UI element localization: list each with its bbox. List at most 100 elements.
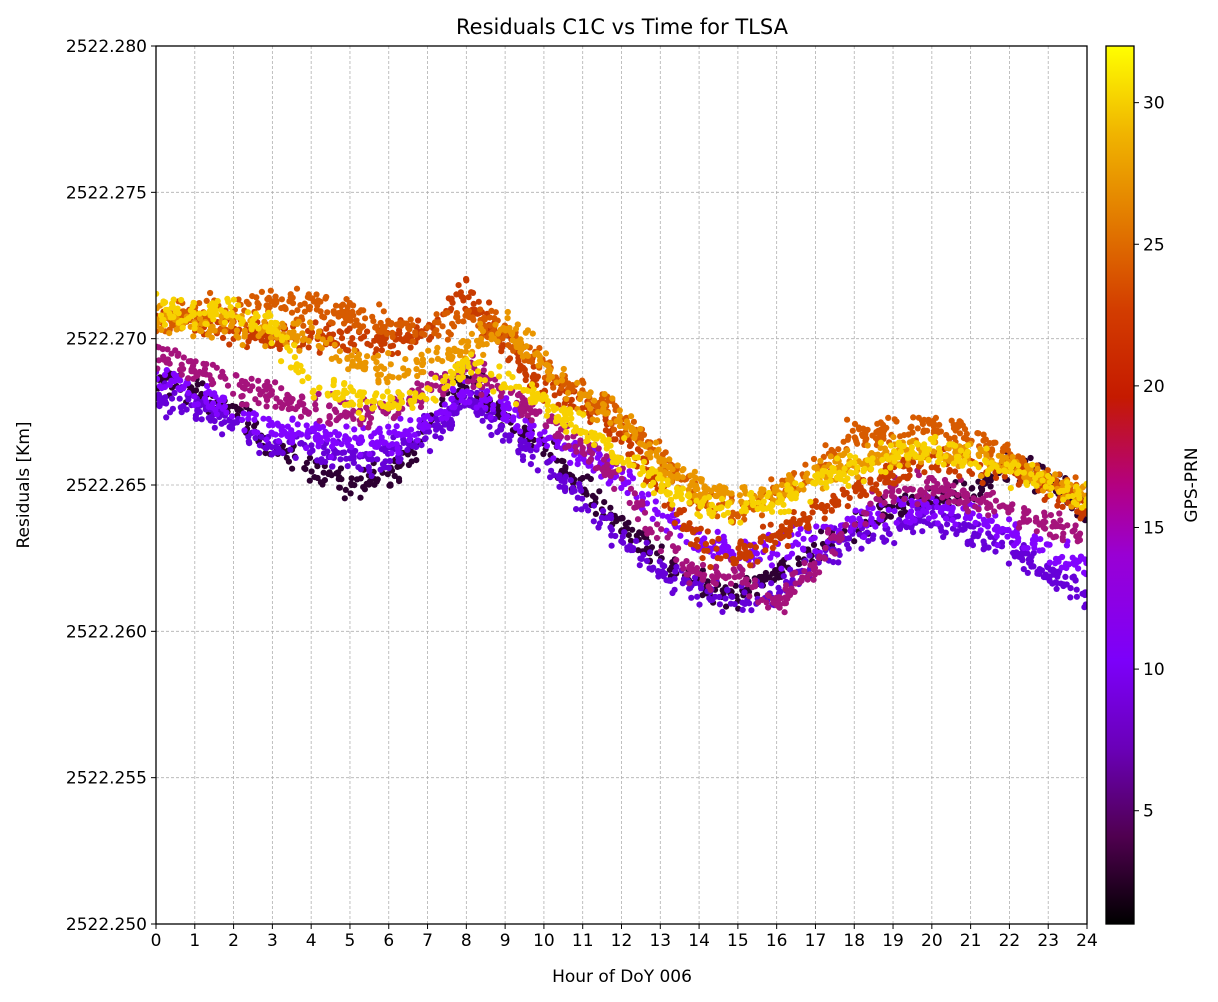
data-point <box>856 521 863 529</box>
data-point <box>975 451 982 458</box>
data-point <box>226 341 233 348</box>
data-point <box>266 422 273 429</box>
data-point <box>592 510 600 517</box>
data-point <box>536 408 543 415</box>
data-point <box>364 411 371 418</box>
data-point <box>433 311 440 318</box>
data-point <box>806 552 813 559</box>
data-point <box>860 534 868 541</box>
data-point <box>844 503 851 510</box>
data-point <box>1082 601 1087 608</box>
data-point <box>1013 549 1020 556</box>
data-point <box>366 420 373 427</box>
data-point <box>246 387 254 394</box>
data-point <box>320 450 328 457</box>
data-point <box>361 486 368 493</box>
data-point <box>985 544 992 551</box>
data-point <box>559 371 566 379</box>
data-point <box>479 328 487 335</box>
data-point <box>341 381 348 388</box>
data-point <box>293 285 301 292</box>
data-point <box>697 476 704 483</box>
data-point <box>921 469 928 476</box>
data-point <box>604 461 611 468</box>
data-point <box>490 335 497 342</box>
data-point <box>262 444 269 451</box>
data-point <box>601 391 608 398</box>
data-point <box>543 361 550 368</box>
data-point <box>444 336 451 343</box>
data-point <box>577 440 584 447</box>
data-point <box>970 533 977 540</box>
data-point <box>1006 516 1013 523</box>
data-point <box>388 320 395 327</box>
data-point <box>208 376 215 383</box>
data-point <box>570 433 577 440</box>
data-point <box>498 389 505 396</box>
data-point <box>322 295 329 302</box>
data-point <box>308 324 315 331</box>
data-point <box>1059 503 1066 510</box>
data-point <box>736 573 743 580</box>
data-point <box>561 478 568 485</box>
data-point <box>245 338 252 345</box>
data-point <box>977 473 985 480</box>
data-point <box>313 291 320 298</box>
data-point <box>821 515 828 522</box>
data-point <box>364 340 371 347</box>
data-point <box>400 338 407 345</box>
data-point <box>241 333 248 340</box>
data-point <box>351 322 358 329</box>
data-point <box>480 351 487 358</box>
data-point <box>524 352 532 359</box>
data-point <box>437 408 444 415</box>
data-point <box>215 402 222 409</box>
data-point <box>630 418 638 425</box>
data-point <box>652 439 660 446</box>
data-point <box>257 330 264 337</box>
data-point <box>987 483 994 490</box>
data-point <box>445 354 452 361</box>
data-point <box>543 442 551 450</box>
data-point <box>535 437 543 444</box>
data-point <box>867 476 874 483</box>
data-point <box>407 316 414 323</box>
data-point <box>787 566 794 573</box>
data-point <box>201 369 208 376</box>
data-point <box>972 503 979 510</box>
data-point <box>923 508 930 516</box>
data-point <box>168 395 176 402</box>
data-point <box>715 571 722 578</box>
data-point <box>239 342 246 349</box>
data-point <box>464 378 472 385</box>
data-point <box>357 475 364 482</box>
data-point <box>619 533 626 540</box>
data-point <box>228 323 235 330</box>
data-point <box>653 534 661 542</box>
data-point <box>990 439 998 446</box>
data-point <box>858 545 865 552</box>
data-point <box>1072 474 1079 481</box>
data-point <box>683 571 690 578</box>
data-point <box>792 569 799 576</box>
data-point <box>777 535 784 542</box>
data-point <box>348 475 355 482</box>
data-point <box>813 523 820 530</box>
data-point <box>1067 594 1074 601</box>
data-point <box>867 500 874 507</box>
data-point <box>263 436 270 443</box>
data-point <box>722 552 729 560</box>
data-point <box>398 392 405 399</box>
data-point <box>520 364 527 371</box>
data-point <box>646 526 654 533</box>
data-point <box>1081 556 1087 563</box>
data-point <box>758 512 766 519</box>
data-point <box>315 423 322 430</box>
data-point <box>504 308 511 316</box>
data-point <box>811 571 819 578</box>
data-point <box>177 404 184 411</box>
data-point <box>704 528 711 535</box>
data-point <box>792 480 799 487</box>
data-point <box>178 371 185 378</box>
data-point <box>352 447 359 455</box>
